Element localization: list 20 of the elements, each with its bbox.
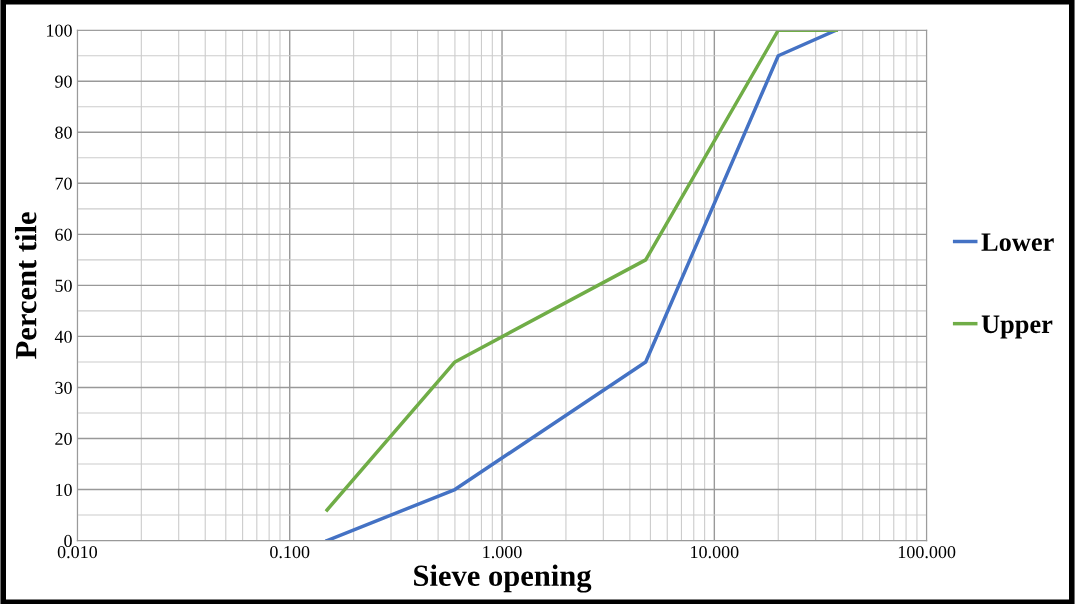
y-tick-label: 90	[55, 75, 72, 88]
legend-label: Upper	[981, 315, 1053, 339]
x-tick-label: 1.000	[483, 545, 522, 559]
y-tick-label: 100	[47, 24, 72, 37]
x-tick-label: 0.010	[57, 545, 98, 559]
y-tick-label: 60	[55, 228, 72, 241]
y-tick-label: 70	[55, 177, 72, 190]
y-tick-label: 80	[55, 126, 72, 139]
x-tick-label: 0.100	[270, 545, 310, 559]
legend-label: Lower	[981, 233, 1054, 251]
y-tick-label: 30	[55, 381, 72, 394]
x-tick-label: 10.000	[691, 545, 739, 559]
x-tick-label: 100.000	[898, 545, 956, 559]
y-tick-label: 20	[55, 432, 72, 445]
y-tick-label: 10	[56, 483, 72, 496]
y-tick-label: 40	[54, 330, 72, 343]
y-axis-title: Percent tile	[14, 212, 37, 359]
x-axis-title: Sieve opening	[414, 564, 592, 593]
y-tick-label: 0	[64, 534, 72, 548]
y-tick-label: 50	[55, 279, 72, 292]
